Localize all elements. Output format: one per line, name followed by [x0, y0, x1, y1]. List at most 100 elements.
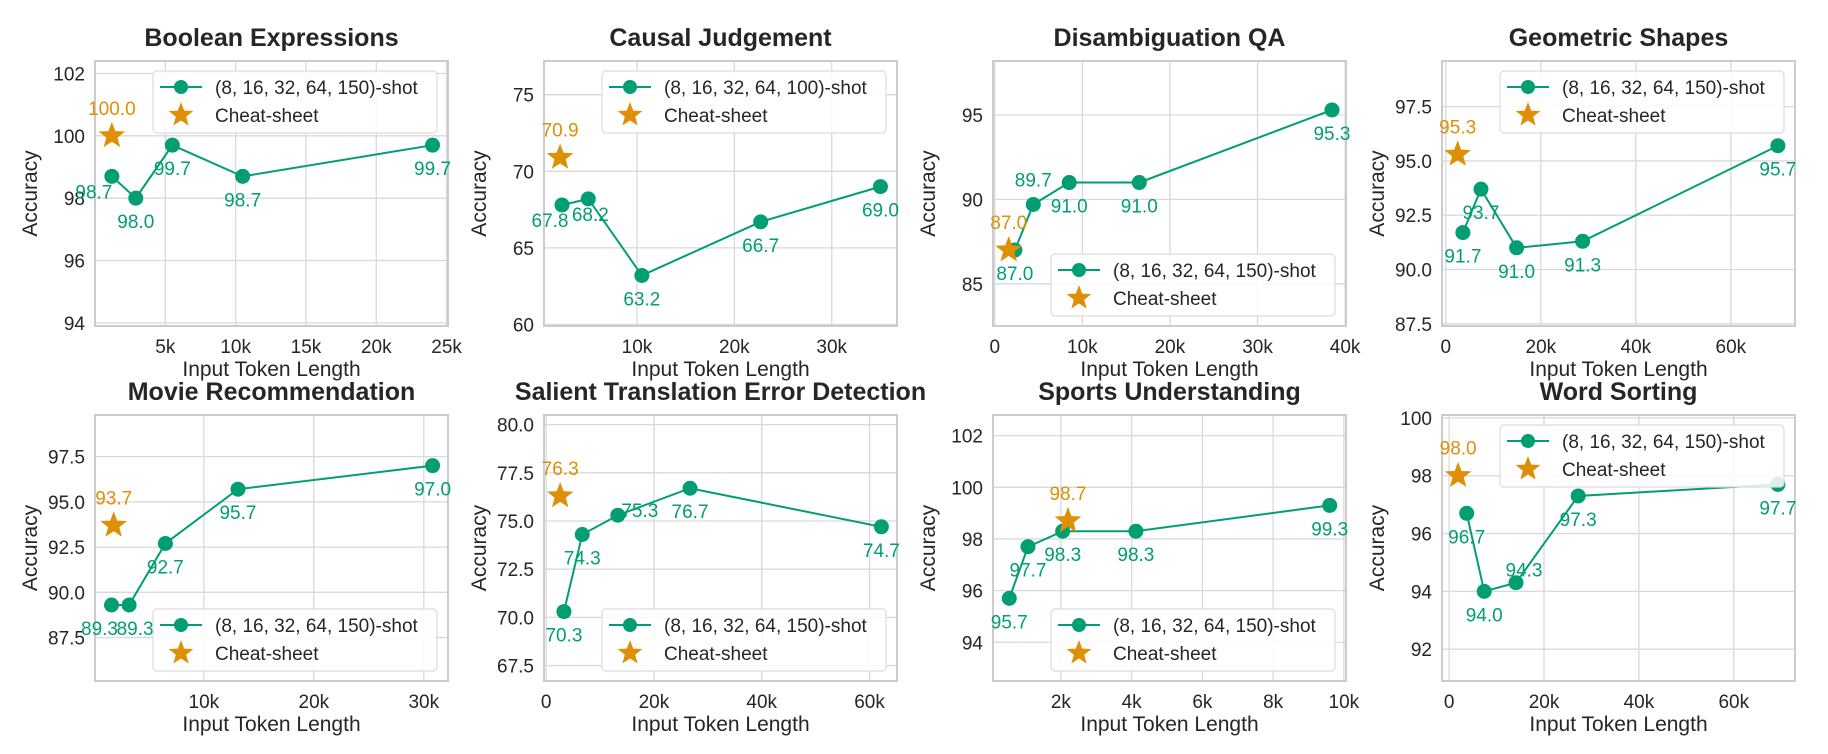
data-point	[574, 527, 590, 543]
legend-label-series: (8, 16, 32, 64, 150)-shot	[1562, 78, 1766, 99]
y-tick-label: 100	[1400, 409, 1432, 430]
subplot: 2k 4k 6k 8k 10k 94 96 98 100 102 Sports Understand…	[917, 378, 1360, 736]
data-label: 94.3	[1506, 561, 1543, 582]
legend-marker-icon	[174, 618, 188, 632]
y-tick-label: 87.5	[48, 629, 85, 650]
x-axis-label: Input Token Length	[182, 358, 360, 381]
y-tick-label: 97.5	[48, 448, 85, 469]
x-tick-label: 6k	[1192, 692, 1213, 713]
data-point	[230, 481, 246, 497]
data-point	[128, 190, 144, 206]
legend-label-cheatsheet: Cheat-sheet	[664, 106, 768, 127]
x-axis-label: Input Token Length	[1080, 358, 1258, 381]
data-point	[1509, 240, 1525, 256]
x-tick-label: 10k	[220, 337, 251, 358]
data-label: 98.0	[117, 212, 154, 233]
x-tick-label: 2k	[1051, 692, 1072, 713]
x-tick-label: 30k	[816, 337, 847, 358]
data-point	[1131, 175, 1147, 191]
data-point	[1025, 196, 1041, 212]
y-tick-label: 92.5	[48, 538, 85, 559]
data-point	[104, 168, 120, 184]
x-tick-label: 20k	[361, 337, 392, 358]
data-point	[1061, 175, 1077, 191]
y-tick-label: 92	[1411, 640, 1432, 661]
y-tick-label: 102	[53, 64, 85, 85]
data-point	[682, 480, 698, 496]
data-label: 95.7	[219, 503, 256, 524]
y-tick-label: 100	[951, 478, 983, 499]
legend-star-icon	[617, 640, 643, 664]
legend: (8, 16, 32, 64, 100)-shot Cheat-sheet	[601, 70, 887, 134]
data-label: 89.3	[117, 619, 154, 640]
data-label: 74.3	[564, 549, 601, 570]
x-tick-label: 10k	[1329, 692, 1360, 713]
data-point	[1324, 102, 1340, 118]
cheatsheet-label: 76.3	[542, 459, 579, 480]
y-tick-label: 92.5	[1395, 206, 1432, 227]
legend-label-series: (8, 16, 32, 64, 150)-shot	[664, 616, 868, 637]
y-tick-label: 95	[962, 106, 983, 127]
legend-star-icon	[1515, 102, 1541, 126]
y-tick-label: 90.0	[48, 583, 85, 604]
x-axis-label: Input Token Length	[1529, 358, 1707, 381]
data-label: 94.0	[1466, 605, 1503, 626]
data-label: 97.7	[1010, 561, 1047, 582]
data-label: 93.7	[1462, 203, 1499, 224]
y-tick-label: 94	[962, 633, 984, 654]
legend-label-cheatsheet: Cheat-sheet	[1562, 106, 1666, 127]
data-label: 74.7	[863, 541, 900, 562]
data-label: 95.7	[1759, 160, 1796, 181]
data-label: 99.3	[1311, 519, 1348, 540]
data-point	[1476, 583, 1492, 599]
subplot: 10k 20k 30k 87.5 90.0 92.5 95.0 97.5 Movie Recom…	[19, 378, 451, 736]
x-tick-label: 25k	[431, 337, 462, 358]
x-tick-label: 0	[1441, 337, 1452, 358]
data-point	[753, 214, 769, 230]
data-point	[556, 604, 572, 620]
y-tick-label: 97.5	[1395, 98, 1432, 119]
legend: (8, 16, 32, 64, 150)-shot Cheat-sheet	[1499, 70, 1785, 134]
legend-marker-icon	[623, 80, 637, 94]
cheatsheet-label: 100.0	[88, 99, 136, 120]
data-label: 98.7	[224, 190, 261, 211]
data-label: 98.7	[75, 182, 112, 203]
x-axis-label: Input Token Length	[631, 713, 809, 736]
y-tick-label: 95.0	[1395, 152, 1432, 173]
x-tick-label: 10k	[189, 692, 220, 713]
legend-star-icon	[1515, 456, 1541, 480]
data-point	[1128, 523, 1144, 539]
cheatsheet-star	[1444, 140, 1471, 166]
legend-marker-icon	[1072, 263, 1086, 277]
legend-label-series: (8, 16, 32, 64, 150)-shot	[1562, 432, 1766, 453]
subplot-title: Word Sorting	[1540, 378, 1698, 406]
subplot: 0 20k 40k 60k 87.5 90.0 92.5 95.0 97.5 Geometric …	[1366, 24, 1796, 381]
data-label: 91.7	[1444, 247, 1481, 268]
data-label: 91.3	[1564, 255, 1601, 276]
x-tick-label: 20k	[1529, 692, 1560, 713]
data-label: 98.3	[1044, 545, 1081, 566]
legend-marker-icon	[1072, 618, 1086, 632]
x-tick-label: 10k	[1067, 337, 1098, 358]
data-point	[103, 597, 119, 613]
legend: (8, 16, 32, 64, 150)-shot Cheat-sheet	[1499, 424, 1785, 488]
legend-box	[1499, 424, 1785, 488]
data-label: 95.7	[991, 612, 1028, 633]
axes-frame	[1441, 414, 1796, 682]
data-point	[1770, 138, 1786, 154]
axes-frame	[94, 414, 449, 682]
legend-label-cheatsheet: Cheat-sheet	[1113, 644, 1217, 665]
cheatsheet-star	[100, 511, 128, 537]
subplot: 10k 20k 30k 60 65 70 75 Causal Judgement Input T…	[468, 24, 899, 381]
data-point	[872, 179, 888, 195]
subplot-title: Boolean Expressions	[144, 24, 398, 52]
legend-marker-icon	[1521, 434, 1535, 448]
legend-star-icon	[1066, 640, 1092, 664]
x-tick-label: 10k	[622, 337, 653, 358]
legend-marker-icon	[623, 618, 637, 632]
cheatsheet-label: 93.7	[95, 488, 132, 509]
y-tick-label: 75	[513, 86, 534, 107]
subplot-title: Salient Translation Error Detection	[515, 378, 926, 406]
data-point	[1508, 575, 1524, 591]
legend-star-icon	[168, 102, 194, 126]
